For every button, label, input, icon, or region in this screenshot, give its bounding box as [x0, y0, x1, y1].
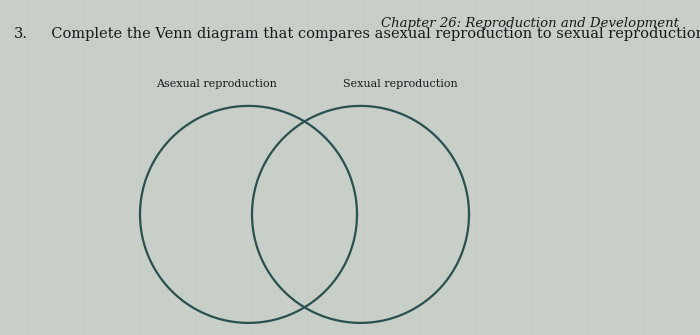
Text: Asexual reproduction: Asexual reproduction [157, 79, 277, 89]
Text: 3.: 3. [14, 27, 28, 41]
Text: Complete the Venn diagram that compares asexual reproduction to sexual reproduct: Complete the Venn diagram that compares … [42, 27, 700, 41]
Text: Chapter 26: Reproduction and Development: Chapter 26: Reproduction and Development [381, 17, 679, 30]
Text: Sexual reproduction: Sexual reproduction [343, 79, 458, 89]
